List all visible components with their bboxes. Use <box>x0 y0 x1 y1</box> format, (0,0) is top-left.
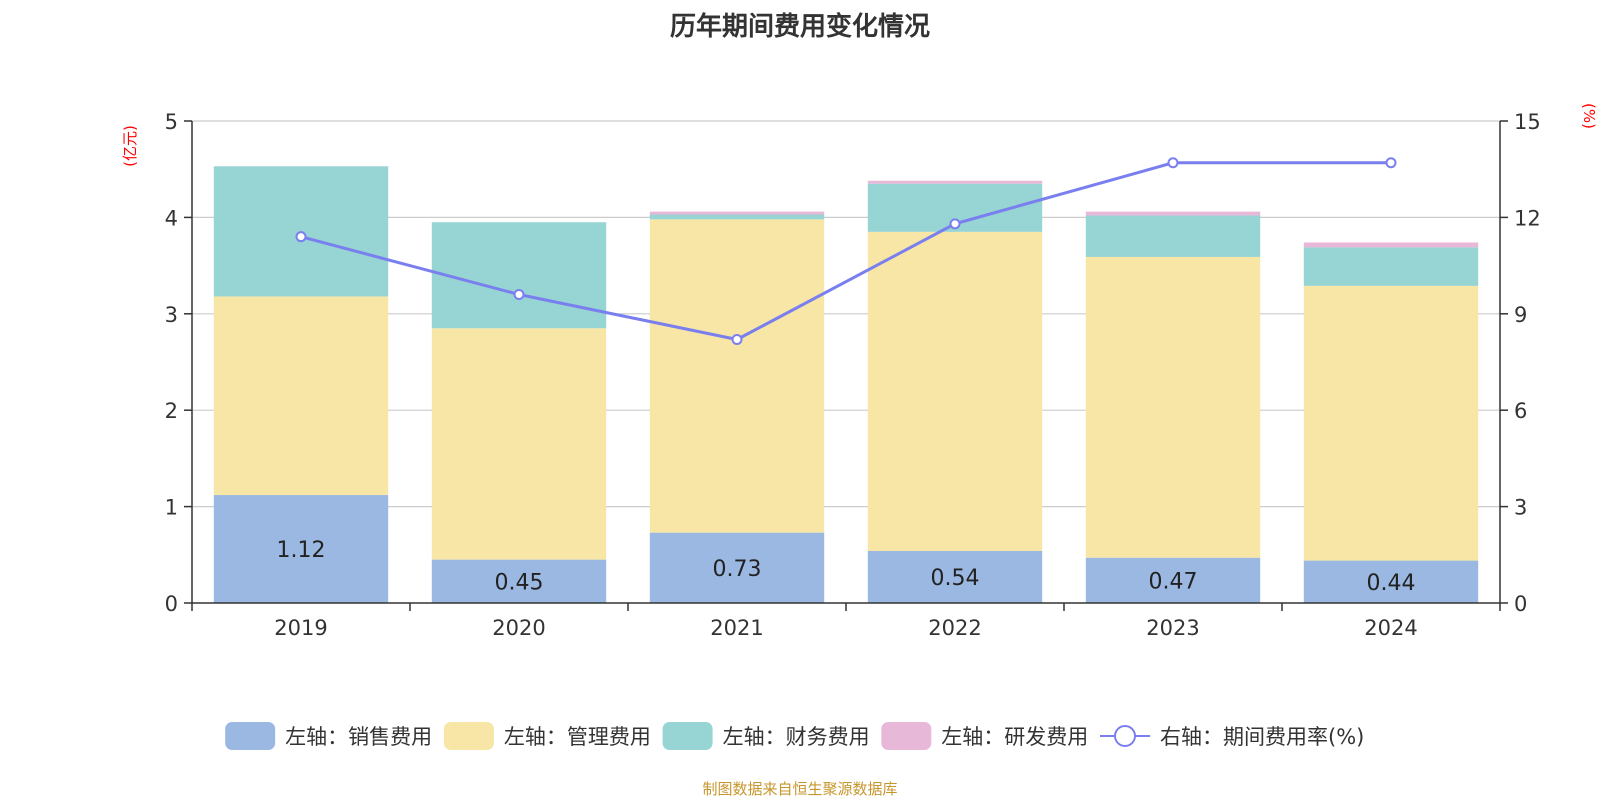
bar-sales <box>1085 557 1261 603</box>
legend-swatch-sales <box>225 722 276 750</box>
legend-swatch-rd <box>881 722 932 750</box>
bar-rd <box>649 211 825 215</box>
bar-admin <box>213 296 389 496</box>
x-tick-label: 2019 <box>274 616 327 640</box>
right-tick-label: 15 <box>1514 110 1541 134</box>
legend-label: 左轴：管理费用 <box>504 725 651 749</box>
bar-admin <box>649 219 825 533</box>
bar-finance <box>1303 247 1479 286</box>
legend-label: 左轴：财务费用 <box>723 725 870 749</box>
bar-sales <box>1303 560 1479 603</box>
right-axis-unit-label: (%) <box>1580 103 1598 129</box>
bar-value-label: 0.47 <box>1149 569 1198 594</box>
right-tick-label: 6 <box>1514 399 1527 423</box>
right-tick-label: 3 <box>1514 496 1527 520</box>
line-point <box>295 231 307 243</box>
bar-value-label: 0.73 <box>713 557 762 582</box>
bar-sales <box>431 559 607 603</box>
x-tick-label: 2022 <box>928 616 981 640</box>
legend-swatch-admin <box>443 722 494 750</box>
bar-value-label: 0.54 <box>931 566 980 591</box>
left-axis-unit-label: (亿元) <box>121 125 139 167</box>
line-point <box>513 289 525 301</box>
right-tick-label: 9 <box>1514 303 1527 327</box>
bar-sales <box>867 550 1043 603</box>
bar-admin <box>1303 285 1479 561</box>
bar-rd <box>1303 242 1479 248</box>
bar-rd <box>867 180 1043 184</box>
left-tick-label: 4 <box>165 206 178 230</box>
legend-label: 右轴：期间费用率(%) <box>1160 725 1364 749</box>
x-tick-label: 2021 <box>710 616 763 640</box>
bar-admin <box>1085 256 1261 558</box>
legend-label: 左轴：研发费用 <box>941 725 1088 749</box>
bar-value-label: 1.12 <box>277 538 326 563</box>
bar-sales <box>213 495 389 603</box>
legend-swatch-finance <box>662 722 713 750</box>
bar-value-label: 0.44 <box>1367 571 1416 596</box>
x-tick-label: 2023 <box>1146 616 1199 640</box>
line-point <box>1385 157 1397 169</box>
legend-label: 左轴：销售费用 <box>285 725 432 749</box>
chart-title: 历年期间费用变化情况 <box>669 12 930 42</box>
left-tick-label: 1 <box>165 496 178 520</box>
left-tick-label: 3 <box>165 303 178 327</box>
bar-admin <box>867 231 1043 551</box>
right-tick-label: 12 <box>1514 206 1541 230</box>
left-tick-label: 0 <box>165 592 178 616</box>
right-tick-label: 0 <box>1514 592 1527 616</box>
bar-admin <box>431 328 607 560</box>
legend-line-marker <box>1114 725 1137 747</box>
line-point <box>731 334 743 346</box>
line-point <box>1167 157 1179 169</box>
bar-rd <box>1085 211 1261 216</box>
left-tick-label: 5 <box>165 110 178 134</box>
bar-finance <box>1085 215 1261 257</box>
line-point <box>949 218 961 230</box>
source-note: 制图数据来自恒生聚源数据库 <box>702 780 898 798</box>
x-tick-label: 2024 <box>1364 616 1417 640</box>
bar-finance <box>649 214 825 220</box>
left-tick-label: 2 <box>165 399 178 423</box>
bar-sales <box>649 532 825 603</box>
bar-finance <box>431 222 607 329</box>
x-tick-label: 2020 <box>492 616 545 640</box>
line-series-rate <box>300 161 1391 342</box>
bar-value-label: 0.45 <box>495 570 544 595</box>
